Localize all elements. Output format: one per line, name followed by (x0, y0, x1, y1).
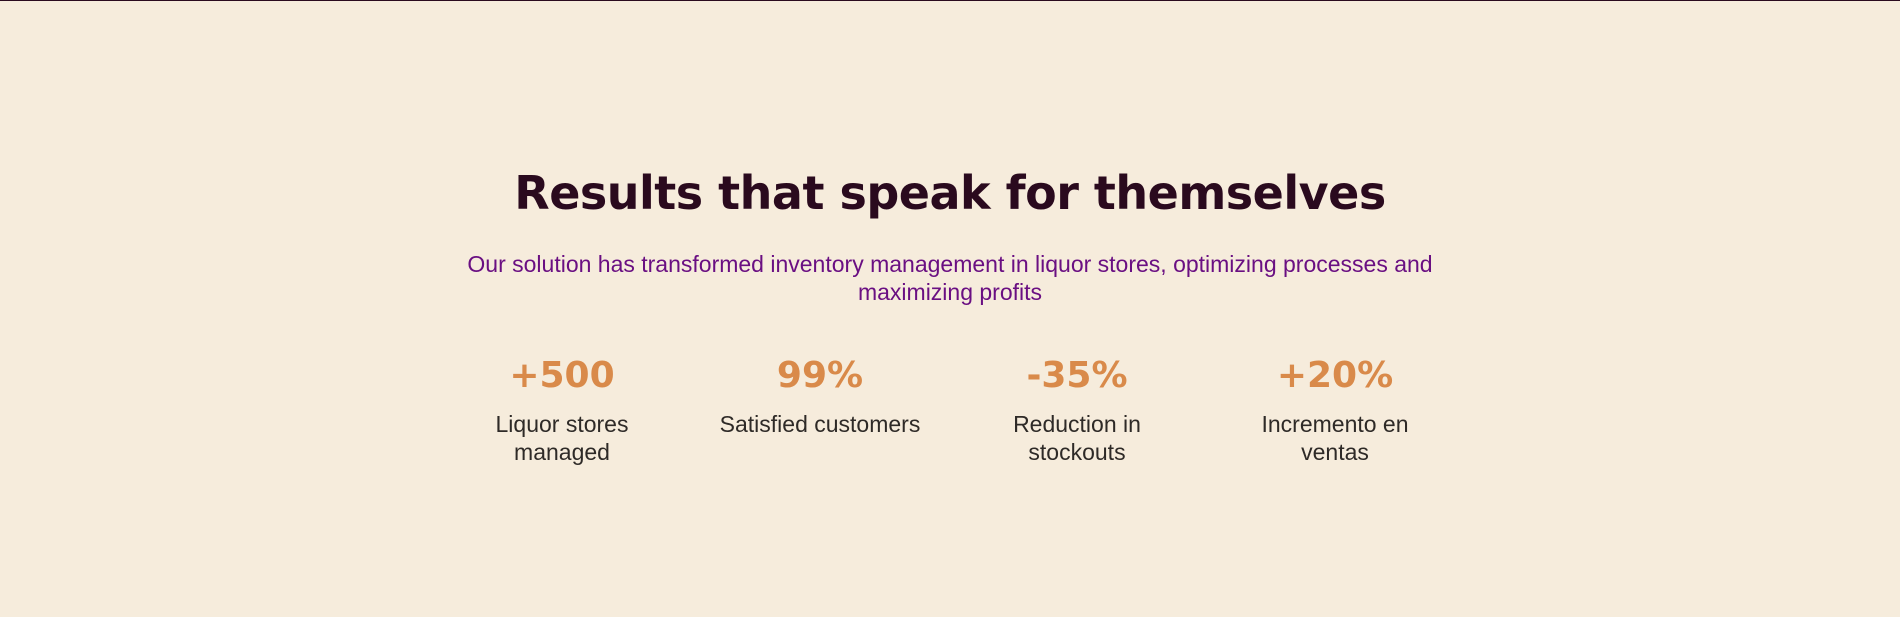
stat-item-sales: +20% Incremento en ventas (1220, 350, 1450, 466)
top-divider (0, 0, 1900, 1)
stat-label: Reduction in stockouts (1013, 411, 1141, 465)
stat-label: Incremento en ventas (1261, 411, 1409, 465)
stat-label: Liquor stores managed (495, 411, 629, 465)
stats-row: +500 Liquor stores managed 99% Satisfied… (0, 350, 1900, 480)
stat-value: +20% (1276, 355, 1394, 396)
stat-value: -35% (1026, 355, 1128, 396)
stat-item-stores: +500 Liquor stores managed (447, 350, 677, 466)
stat-item-stockouts: -35% Reduction in stockouts (962, 350, 1192, 466)
stat-value: 99% (776, 355, 864, 396)
stat-value: +500 (509, 355, 615, 396)
section-title: Results that speak for themselves (514, 166, 1386, 220)
stat-label: Satisfied customers (719, 411, 921, 437)
section-subtitle: Our solution has transformed inventory m… (467, 251, 1433, 305)
stat-item-customers: 99% Satisfied customers (705, 350, 935, 438)
